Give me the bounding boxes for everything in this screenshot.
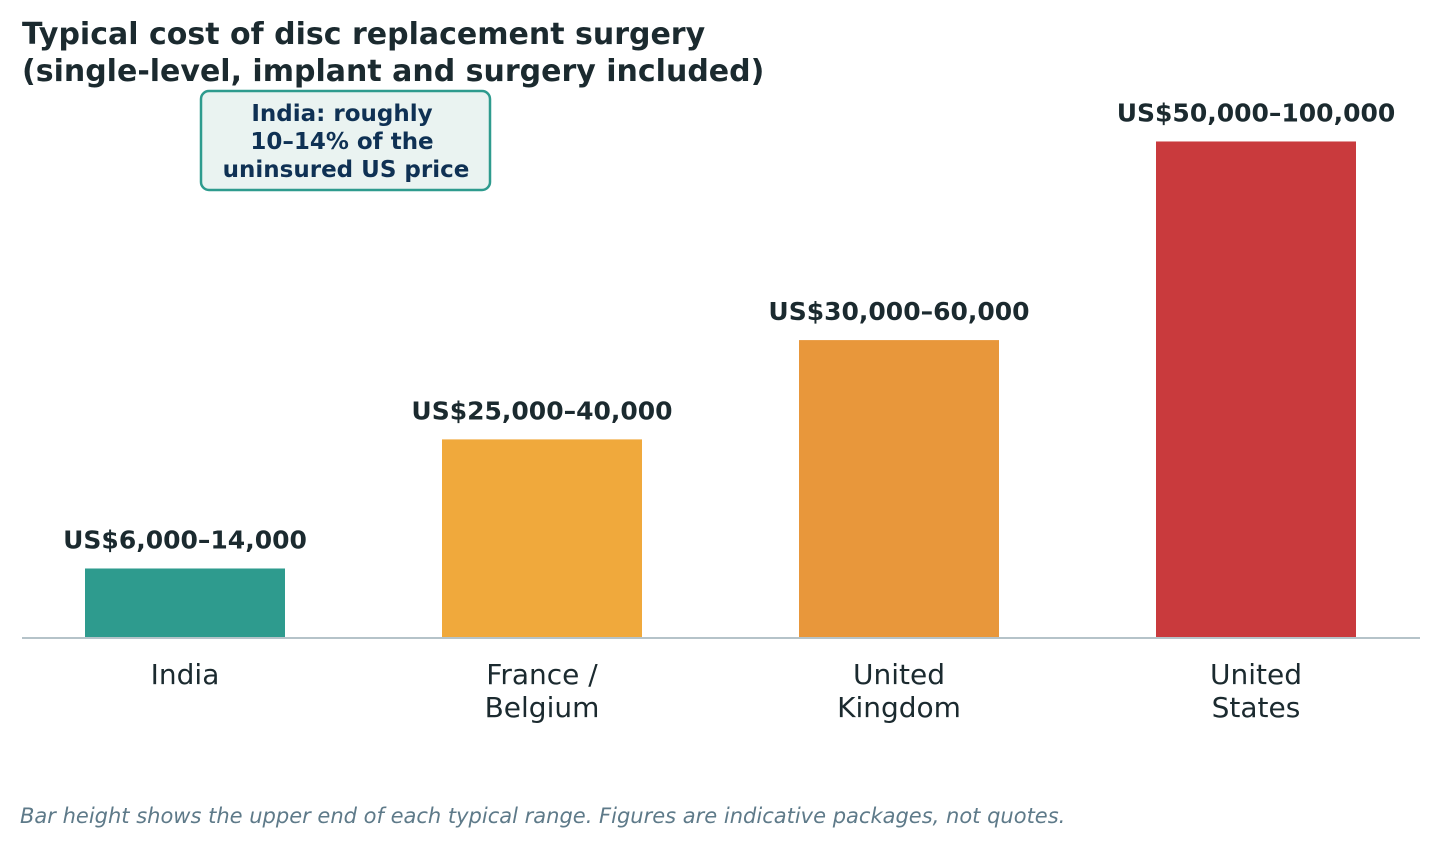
x-tick-label-2-line-0: United	[853, 658, 945, 691]
chart-title: Typical cost of disc replacement surgery…	[22, 17, 764, 89]
annotation-line-3: uninsured US price	[223, 157, 470, 183]
x-tick-label-2: United Kingdom	[837, 658, 961, 724]
value-label-0: US$6,000–14,000	[63, 525, 307, 554]
annotation-line-2: 10–14% of the	[250, 129, 433, 155]
x-tick-label-1-line-0: France /	[486, 658, 598, 691]
value-label-2: US$30,000–60,000	[768, 297, 1029, 326]
bars-group: US$6,000–14,000 India US$25,000–40,000 Fran…	[63, 98, 1395, 724]
x-tick-label-3-line-1: States	[1212, 691, 1301, 724]
value-label-1: US$25,000–40,000	[411, 396, 672, 425]
x-tick-label-0-line-0: India	[151, 658, 220, 691]
x-tick-label-3-line-0: United	[1210, 658, 1302, 691]
bar-3	[1156, 141, 1356, 638]
chart-title-line-2: (single-level, implant and surgery inclu…	[22, 54, 764, 89]
annotation-line-1: India: roughly	[251, 101, 432, 127]
bar-2	[799, 340, 999, 638]
chart-title-line-1: Typical cost of disc replacement surgery	[22, 17, 706, 52]
x-tick-label-1-line-1: Belgium	[485, 691, 600, 724]
value-label-3: US$50,000–100,000	[1117, 98, 1396, 127]
bar-0	[85, 568, 285, 638]
annotation-box	[199, 89, 492, 192]
x-tick-label-0: India	[151, 658, 220, 691]
annotation-text: India: roughly 10–14% of the uninsured U…	[223, 101, 470, 183]
annotation-callout: India: roughly 10–14% of the uninsured U…	[199, 89, 492, 192]
footnote: Bar height shows the upper end of each t…	[20, 804, 1065, 828]
bar-1	[442, 439, 642, 638]
x-tick-label-2-line-1: Kingdom	[837, 691, 961, 724]
x-tick-label-1: France / Belgium	[485, 658, 600, 724]
x-tick-label-3: United States	[1210, 658, 1302, 724]
